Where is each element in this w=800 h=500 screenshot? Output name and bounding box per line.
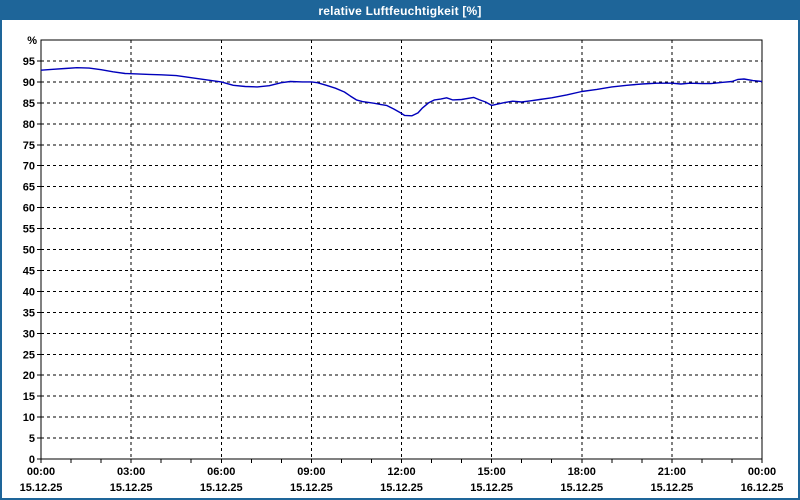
x-tick-date: 15.12.25	[470, 482, 513, 494]
x-tick-time: 06:00	[207, 466, 235, 478]
x-tick-time: 15:00	[478, 466, 506, 478]
svg-text:50: 50	[23, 245, 35, 257]
svg-text:35: 35	[23, 307, 35, 319]
humidity-line-chart: 0 5 10 15 20 25 30 35 40 45 50 55 60 65 70 75 80 85 90 95% 0…	[20, 35, 784, 494]
x-tick-time: 09:00	[297, 466, 325, 478]
x-tick-date: 15.12.25	[650, 482, 693, 494]
x-tick-time: 00:00	[748, 466, 776, 478]
x-tick-date: 15.12.25	[380, 482, 423, 494]
svg-text:30: 30	[23, 328, 35, 340]
svg-text:75: 75	[23, 140, 35, 152]
svg-text:20: 20	[23, 370, 35, 382]
x-tick-date: 15.12.25	[560, 482, 603, 494]
x-tick-date: 15.12.25	[290, 482, 333, 494]
svg-text:0: 0	[29, 454, 35, 466]
x-tick-date: 15.12.25	[200, 482, 243, 494]
svg-text:80: 80	[23, 119, 35, 131]
svg-text:%: %	[27, 35, 37, 47]
chart-title: relative Luftfeuchtigkeit [%]	[318, 4, 482, 18]
svg-text:15: 15	[23, 391, 35, 403]
x-tick-time: 00:00	[27, 466, 55, 478]
x-tick-date: 16.12.25	[741, 482, 784, 494]
chart-area: 0 5 10 15 20 25 30 35 40 45 50 55 60 65 70 75 80 85 90 95% 0…	[2, 20, 798, 498]
x-tick-time: 12:00	[387, 466, 415, 478]
svg-text:55: 55	[23, 224, 35, 236]
title-bar: relative Luftfeuchtigkeit [%]	[2, 2, 798, 20]
svg-text:40: 40	[23, 286, 35, 298]
x-tick-date: 15.12.25	[110, 482, 153, 494]
svg-text:70: 70	[23, 161, 35, 173]
x-tick-time: 18:00	[568, 466, 596, 478]
svg-text:45: 45	[23, 265, 35, 277]
svg-text:25: 25	[23, 349, 35, 361]
svg-text:10: 10	[23, 412, 35, 424]
humidity-series-line	[40, 67, 763, 117]
svg-text:5: 5	[29, 433, 35, 445]
x-tick-time: 21:00	[658, 466, 686, 478]
svg-text:95: 95	[23, 56, 35, 68]
svg-text:65: 65	[23, 182, 35, 194]
svg-text:60: 60	[23, 203, 35, 215]
svg-text:90: 90	[23, 77, 35, 89]
svg-text:85: 85	[23, 98, 35, 110]
x-tick-date: 15.12.25	[20, 482, 63, 494]
x-tick-time: 03:00	[117, 466, 145, 478]
